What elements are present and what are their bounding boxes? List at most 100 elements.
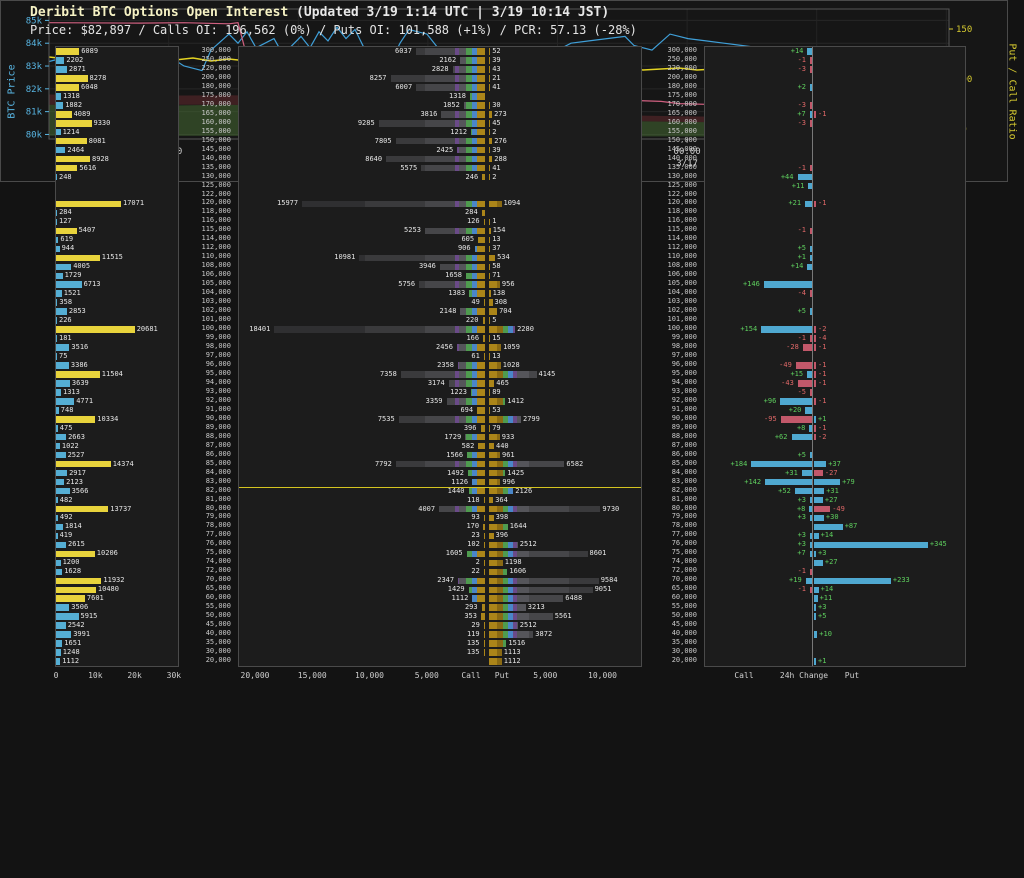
strike-label: 82,000 — [205, 485, 231, 494]
strike-label: 118,000 — [201, 207, 231, 216]
total-oi-value: 11932 — [103, 576, 125, 585]
total-oi-bar — [56, 416, 96, 423]
call-oi-bar — [483, 523, 485, 531]
call-oi-bar — [274, 326, 485, 333]
strike-label: 180,000 — [667, 81, 697, 90]
put-oi-value: 534 — [497, 253, 510, 262]
strike-label: 95,000 — [205, 368, 231, 377]
call-oi-value: 61 — [471, 352, 480, 360]
strike-label: 155,000 — [667, 126, 697, 135]
total-oi-value: 1200 — [62, 558, 80, 567]
put-change-value: +1 — [818, 414, 827, 423]
total-oi-value: 619 — [60, 235, 74, 244]
call-change-value: -95 — [764, 414, 777, 423]
total-oi-value: 5407 — [78, 226, 96, 235]
total-oi-value: 248 — [59, 172, 72, 181]
call-oi-value: 1429 — [447, 585, 465, 594]
call-oi-value: 1212 — [450, 127, 468, 136]
change-zero-line — [812, 47, 813, 666]
strike-axis-right: 300,000 250,000 220,000 200,000 180,000 175,0… — [652, 46, 700, 667]
deribit-oi-dashboard: Deribit BTC Options Open Interest (Updat… — [0, 0, 1024, 680]
strike-label: 65,000 — [671, 584, 697, 593]
call-oi-value: 2828 — [431, 64, 449, 73]
put-oi-value: 2512 — [519, 621, 537, 630]
put-oi-value: 1412 — [507, 396, 525, 405]
put-oi-value: 13 — [492, 352, 501, 360]
total-oi-value: 1022 — [61, 441, 79, 450]
call-change-value: +1 — [797, 253, 806, 262]
call-oi-bar — [483, 496, 485, 504]
call-oi-bar — [421, 164, 485, 172]
put-oi-value: 138 — [492, 289, 506, 298]
call-change-value: -1 — [797, 226, 806, 235]
put-oi-value: 6582 — [566, 459, 584, 468]
total-oi-bar — [56, 389, 61, 396]
put-oi-bar — [489, 75, 491, 82]
call-change-value: +184 — [730, 459, 748, 468]
strike-label: 115,000 — [667, 225, 697, 234]
call-change-value: +96 — [763, 396, 777, 405]
total-oi-bar — [56, 254, 100, 262]
strike-label: 86,000 — [205, 449, 231, 458]
call-oi-bar — [415, 48, 485, 55]
put-oi-bar — [489, 218, 491, 226]
strike-label: 175,000 — [667, 90, 697, 99]
put-oi-bar — [489, 353, 491, 360]
call-oi-bar — [458, 577, 485, 585]
call-oi-bar — [439, 505, 485, 513]
btc-price-axis-title: BTC Price — [6, 64, 18, 119]
call-change-bar — [810, 102, 812, 109]
total-oi-value: 4089 — [73, 109, 91, 118]
axis-tick-label: 10k — [88, 671, 103, 680]
call-change-bar — [810, 532, 812, 540]
call-oi-value: 18401 — [249, 325, 271, 334]
call-change-value: +146 — [742, 280, 760, 289]
total-oi-value: 419 — [59, 531, 73, 540]
call-oi-value: 1658 — [445, 271, 462, 280]
put-oi-bar — [489, 272, 491, 279]
total-oi-bar — [56, 155, 90, 163]
put-oi-bar — [489, 622, 518, 629]
total-oi-value: 1729 — [64, 271, 82, 280]
strike-label: 55,000 — [205, 602, 231, 611]
total-oi-value: 1882 — [65, 100, 83, 109]
current-price-line — [239, 486, 641, 488]
call-change-bar — [780, 398, 812, 405]
call-change-bar — [807, 371, 812, 378]
put-oi-value: 43 — [492, 64, 501, 73]
total-oi-value: 6048 — [81, 82, 98, 91]
total-oi-bar — [56, 164, 78, 172]
call-oi-value: 605 — [461, 235, 475, 244]
call-change-bar — [765, 478, 812, 486]
put-change-bar — [814, 460, 827, 468]
strike-label: 81,000 — [671, 494, 697, 503]
total-oi-bar — [56, 344, 70, 351]
call-change-value: +19 — [789, 576, 802, 585]
call-oi-value: 15977 — [277, 199, 299, 208]
put-change-bar — [814, 380, 816, 387]
put-oi-bar — [489, 559, 503, 567]
strike-axis-middle: 300,000 250,000 220,000 200,000 180,000 175,0… — [186, 46, 234, 667]
call-oi-value: 8257 — [369, 73, 387, 82]
total-oi-value: 492 — [59, 513, 73, 522]
call-oi-bar — [483, 640, 485, 647]
total-oi-xaxis: 0 10k 20k 30k — [54, 671, 182, 683]
call-change-value: -4 — [797, 289, 806, 298]
total-oi-bar — [56, 111, 72, 118]
strike-label: 106,000 — [667, 270, 697, 279]
call-oi-bar — [481, 209, 485, 217]
put-oi-value: 364 — [495, 495, 508, 504]
put-oi-bar — [489, 613, 553, 620]
put-oi-bar — [489, 137, 493, 145]
put-oi-bar — [489, 200, 502, 208]
strike-label: 20,000 — [205, 656, 231, 664]
strike-label: 76,000 — [205, 539, 231, 548]
put-change-value: -27 — [824, 468, 838, 477]
total-oi-bar — [56, 559, 61, 567]
put-oi-bar — [489, 164, 491, 172]
total-oi-bar — [56, 523, 63, 531]
put-change-bar — [814, 478, 841, 486]
put-oi-bar — [489, 442, 494, 450]
call-change-bar — [810, 389, 812, 396]
strike-label: 103,000 — [201, 297, 231, 306]
